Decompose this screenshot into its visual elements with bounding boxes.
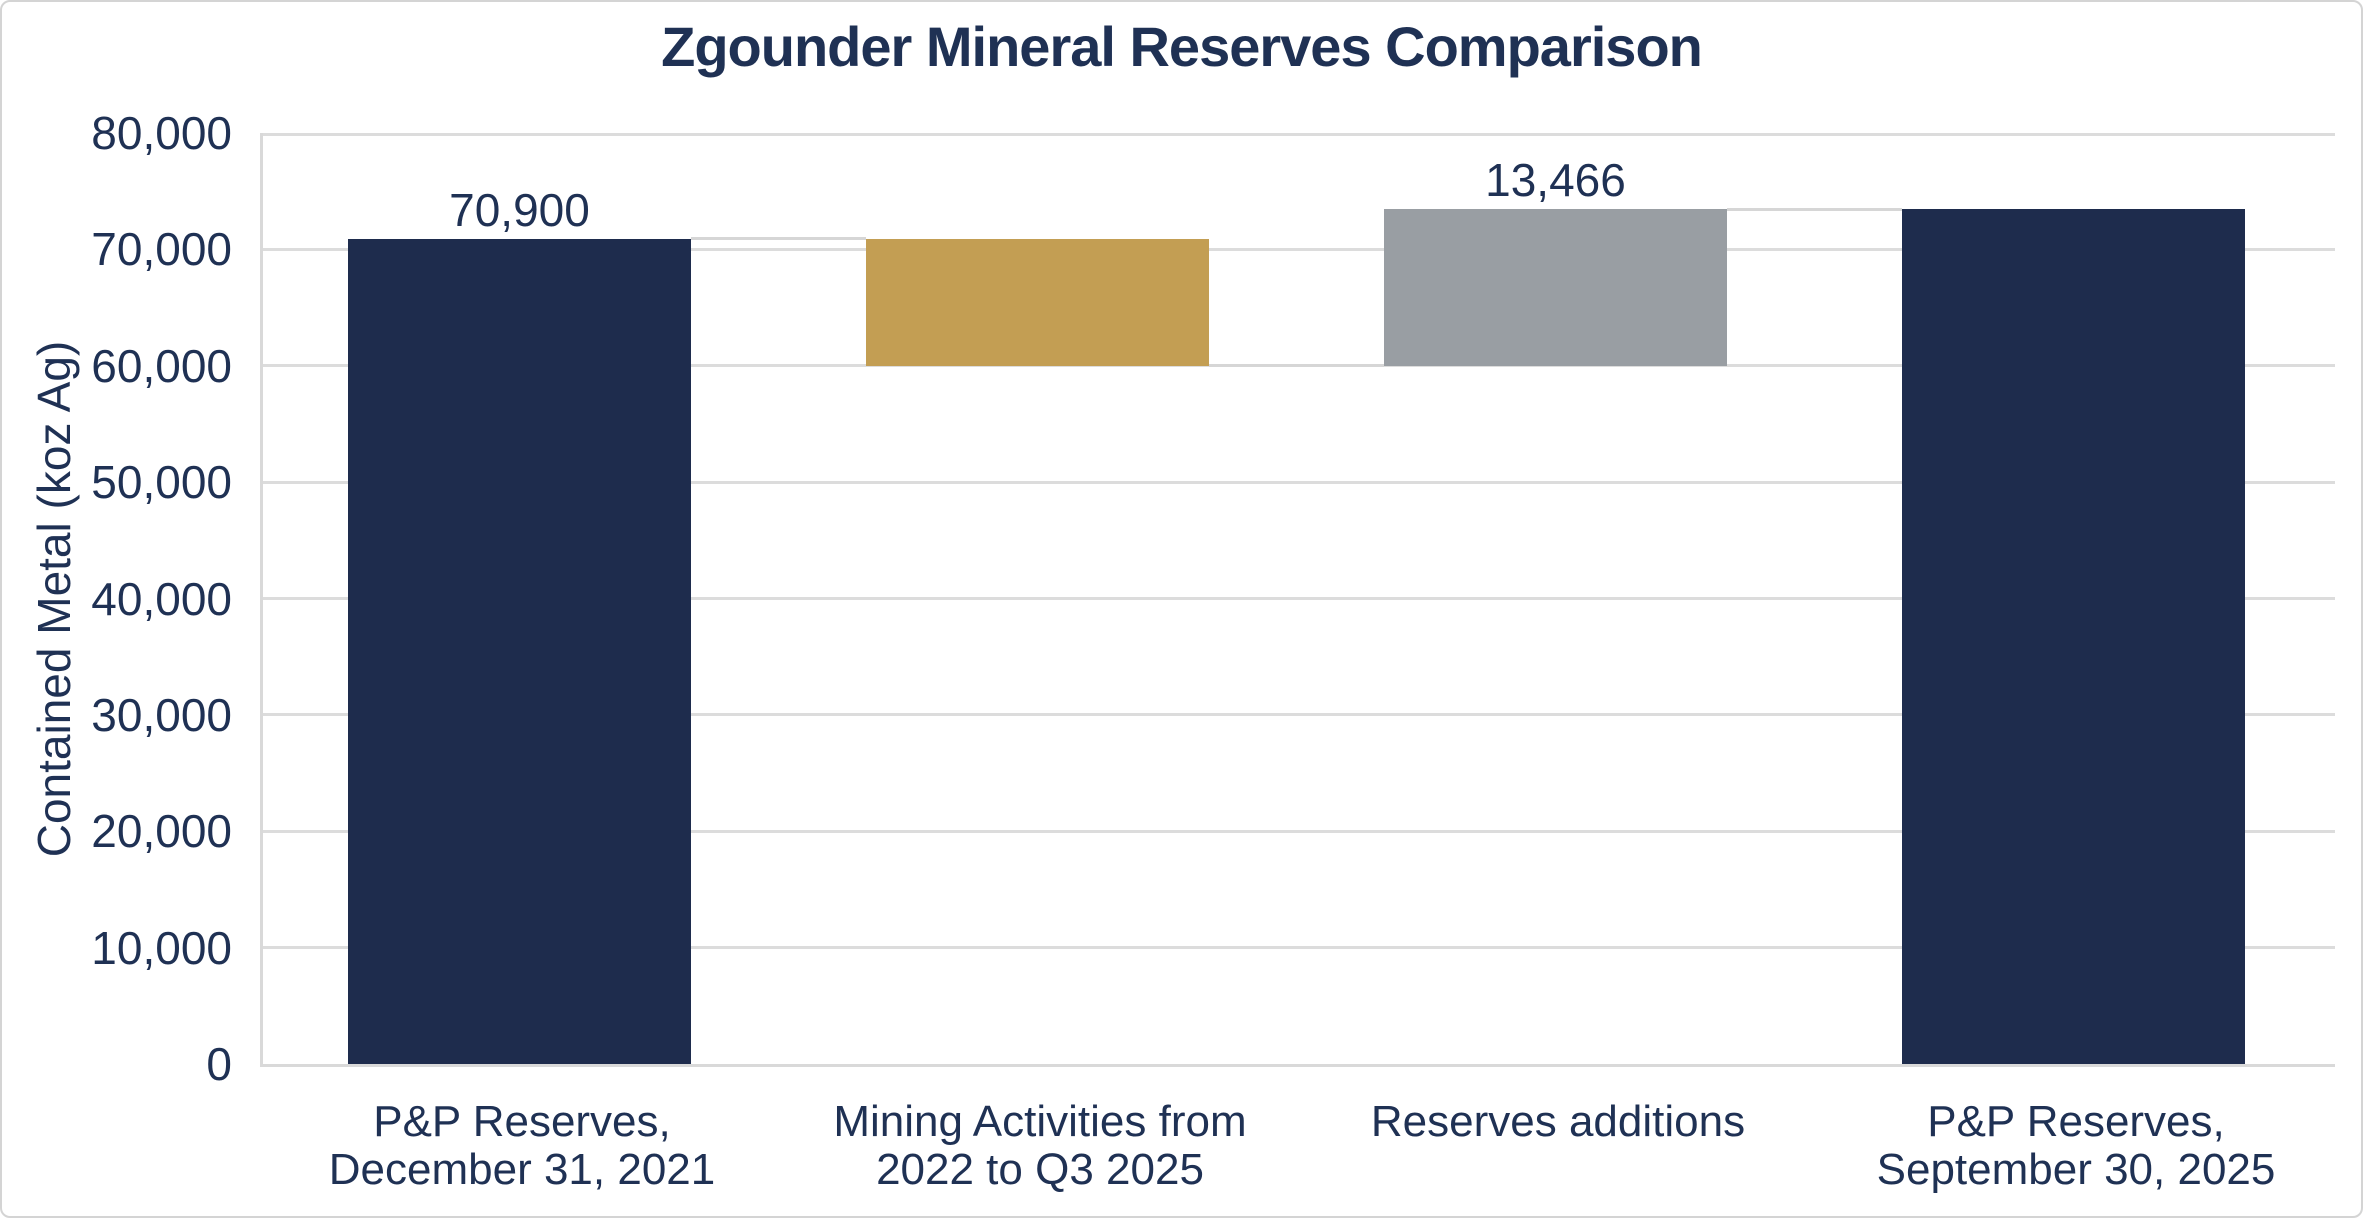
x-axis-label-line: Reserves additions xyxy=(1370,1097,1746,1146)
bars-layer xyxy=(263,133,2335,1064)
plot-area: 70,900 13,466 xyxy=(260,133,2335,1067)
bar-1 xyxy=(348,238,691,1064)
bar-2 xyxy=(866,238,1209,366)
connector-line xyxy=(691,237,866,241)
gridline xyxy=(263,480,2335,484)
gridline xyxy=(263,133,2335,136)
gridline xyxy=(263,597,2335,600)
x-axis-label-line: 2022 to Q3 2025 xyxy=(876,1145,1204,1194)
y-tick-label: 50,000 xyxy=(91,456,232,509)
chart-title: Zgounder Mineral Reserves Comparison xyxy=(661,15,1703,78)
connector-line xyxy=(1727,207,1902,211)
value-label: 70,900 xyxy=(449,183,590,236)
x-axis-label: Mining Activities from 2022 to Q3 2025 xyxy=(781,1098,1299,1194)
y-tick-label: 20,000 xyxy=(91,805,232,858)
connector-line xyxy=(1209,364,1384,368)
x-axis-label: P&P Reserves, December 31, 2021 xyxy=(263,1098,781,1194)
y-tick-label: 10,000 xyxy=(91,921,232,974)
y-tick-label: 60,000 xyxy=(91,339,232,392)
gridline xyxy=(263,946,2335,950)
y-tick-label: 70,000 xyxy=(91,223,232,276)
y-tick-label: 30,000 xyxy=(91,688,232,741)
x-axis-label-line: September 30, 2025 xyxy=(1876,1145,2276,1194)
y-tick-label: 80,000 xyxy=(91,107,232,159)
x-axis-label: Reserves additions xyxy=(1299,1098,1817,1146)
x-axis-label-line: December 31, 2021 xyxy=(328,1145,716,1194)
x-axis-label-line: Mining Activities from xyxy=(833,1097,1247,1146)
y-tick-label: 0 xyxy=(206,1038,232,1090)
gridline xyxy=(263,247,2335,251)
y-tick-label: 40,000 xyxy=(91,572,232,625)
value-label: 13,466 xyxy=(1485,154,1626,207)
value-labels-layer: 70,900 13,466 xyxy=(263,133,2335,1064)
bar-4 xyxy=(1902,209,2245,1064)
x-axis-label-line: P&P Reserves, xyxy=(373,1097,671,1146)
x-axis-label: P&P Reserves, September 30, 2025 xyxy=(1817,1098,2335,1194)
gridline xyxy=(263,713,2335,717)
x-axis-label-line: P&P Reserves, xyxy=(1927,1097,2225,1146)
bar-3 xyxy=(1384,209,1727,366)
connectors-layer xyxy=(263,133,2335,1064)
gridline xyxy=(263,829,2335,833)
